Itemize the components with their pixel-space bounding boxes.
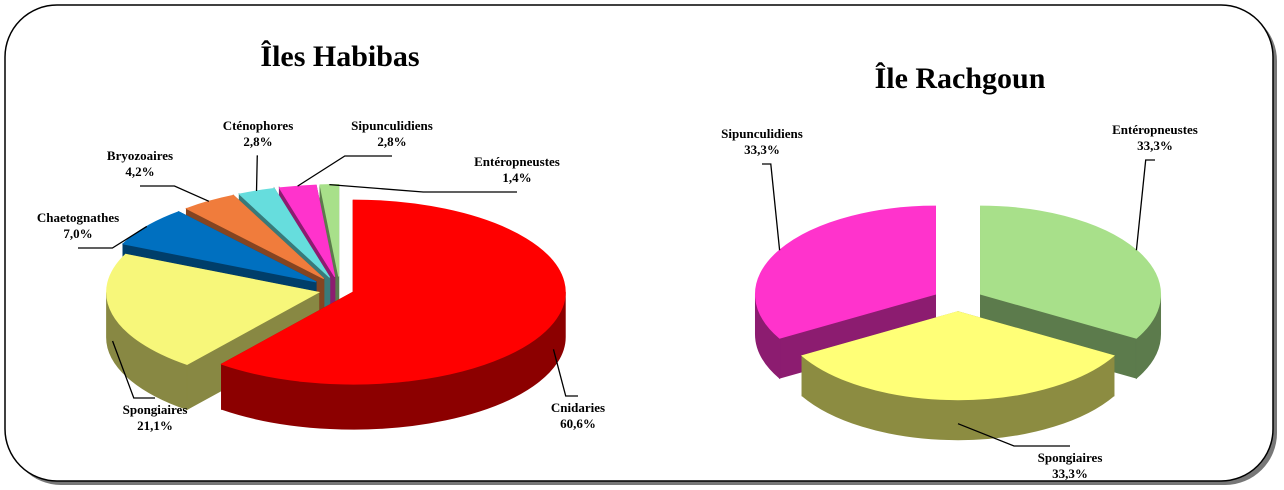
leader-line bbox=[297, 155, 392, 187]
slice-label: Spongiaires bbox=[123, 402, 188, 417]
leader-line bbox=[552, 349, 578, 397]
slice-label: Cténophores bbox=[223, 118, 294, 133]
slice-value-label: 7,0% bbox=[63, 226, 92, 241]
slice-value-label: 33,3% bbox=[1052, 466, 1088, 481]
slice-value-label: 33,3% bbox=[744, 142, 780, 157]
slice bbox=[980, 205, 1161, 339]
slice-label: Sipunculidiens bbox=[721, 126, 803, 141]
leader-line bbox=[140, 185, 210, 202]
slice bbox=[185, 194, 325, 280]
slice-label: Sipunculidiens bbox=[351, 118, 433, 133]
slice-value-label: 1,4% bbox=[502, 170, 531, 185]
leader-line bbox=[329, 183, 517, 193]
slice-label: Chaetognathes bbox=[37, 210, 119, 225]
leader-line bbox=[957, 423, 1070, 447]
slice bbox=[106, 253, 321, 365]
leader-line bbox=[111, 340, 155, 399]
slice-label: Spongiaires bbox=[1038, 450, 1103, 465]
slice bbox=[755, 205, 936, 339]
slice-label: Bryozoaires bbox=[107, 148, 173, 163]
leader-line bbox=[762, 163, 781, 251]
slice-value-label: 2,8% bbox=[243, 134, 272, 149]
slice bbox=[801, 311, 1115, 401]
chart-title: Îles Habibas bbox=[260, 40, 419, 73]
slice-value-label: 4,2% bbox=[125, 164, 154, 179]
leader-line bbox=[1135, 159, 1155, 251]
slice-value-label: 21,1% bbox=[137, 418, 173, 433]
slice-value-label: 33,3% bbox=[1137, 138, 1173, 153]
pie bbox=[754, 205, 1162, 441]
chart-title: Île Rachgoun bbox=[875, 62, 1046, 95]
slice bbox=[121, 211, 317, 283]
pie bbox=[106, 184, 566, 430]
slice-value-label: 2,8% bbox=[377, 134, 406, 149]
slice bbox=[238, 187, 331, 278]
leader-line bbox=[255, 155, 258, 191]
slice bbox=[220, 199, 566, 385]
slice-value-label: 60,6% bbox=[560, 416, 596, 431]
slice-label: Entéropneustes bbox=[474, 154, 560, 169]
leader-line bbox=[78, 225, 148, 249]
slice-label: Cnidaries bbox=[551, 400, 605, 415]
slice-label: Entéropneustes bbox=[1112, 122, 1198, 137]
